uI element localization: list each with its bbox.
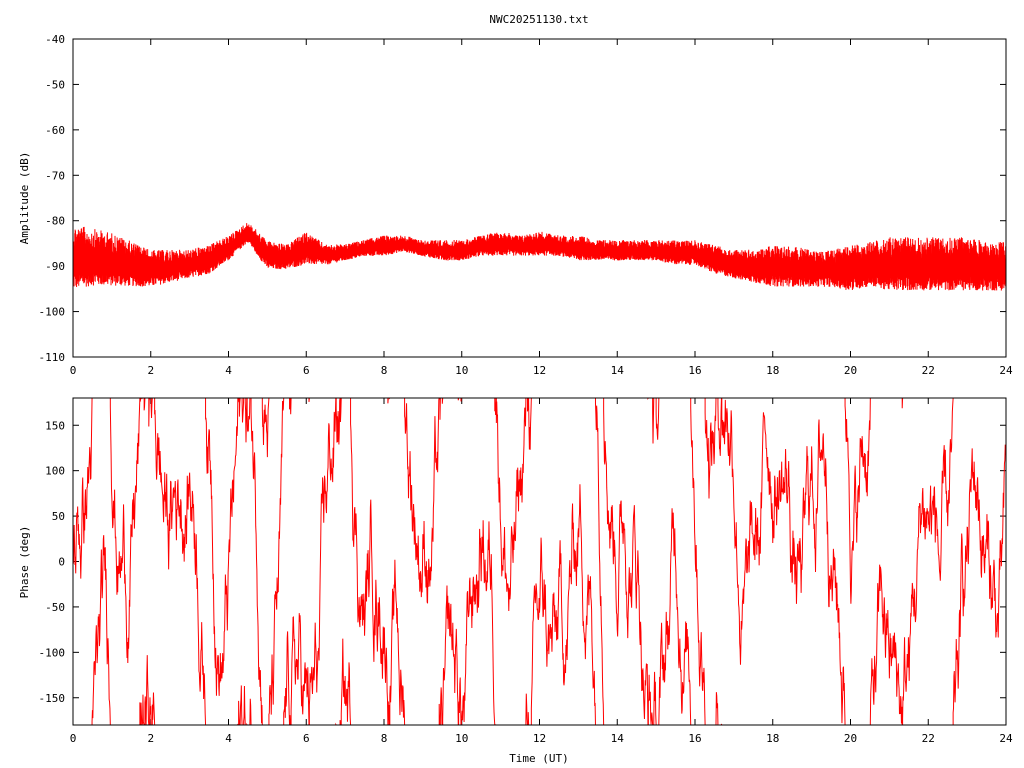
x-tick-label: 14 [611,364,625,377]
amplitude-y-axis-label: Amplitude (dB) [18,152,31,245]
x-tick-label: 18 [766,732,779,745]
y-tick-label: -90 [45,260,65,273]
x-tick-label: 10 [455,364,468,377]
y-tick-label: 150 [45,419,65,432]
y-tick-label: -40 [45,33,65,46]
x-tick-label: 8 [381,364,388,377]
x-tick-label: 8 [381,732,388,745]
phase-panel: 0 2 4 6 8 10 12 14 16 18 20 22 24150100500-50-100-15… [18,397,1013,765]
x-tick-label: 16 [688,732,701,745]
x-tick-label: 14 [611,732,625,745]
x-tick-label: 12 [533,364,546,377]
x-tick-label: 20 [844,364,857,377]
y-tick-label: -100 [39,306,66,319]
y-tick-label: 0 [58,556,65,569]
x-tick-label: 10 [455,732,468,745]
y-tick-label: 50 [52,510,65,523]
y-tick-label: -100 [39,646,66,659]
chart-title: NWC20251130.txt [489,13,588,26]
y-tick-label: 100 [45,465,65,478]
y-tick-label: -50 [45,78,65,91]
x-tick-label: 22 [922,732,935,745]
x-tick-label: 4 [225,732,232,745]
x-tick-label: 22 [922,364,935,377]
x-tick-label: 24 [999,364,1013,377]
phase-line [72,397,1007,726]
phase-y-axis-label: Phase (deg) [18,526,31,599]
x-tick-label: 6 [303,732,310,745]
x-tick-label: 2 [147,364,154,377]
y-tick-label: -50 [45,601,65,614]
amplitude-line [72,223,1007,291]
y-tick-label: -110 [39,351,66,364]
y-tick-label: -150 [39,692,66,705]
amplitude-ticks: 0 2 4 6 8 10 12 14 16 18 20 22 24-40-50-60-70-80-90-… [39,33,1013,377]
x-tick-label: 16 [688,364,701,377]
phase-series [72,397,1007,726]
x-axis-label: Time (UT) [509,752,569,765]
x-tick-label: 12 [533,732,546,745]
x-tick-label: 20 [844,732,857,745]
amplitude-series [72,223,1007,291]
amplitude-panel: 0 2 4 6 8 10 12 14 16 18 20 22 24-40-50-60-70-80-90-… [18,33,1013,377]
y-tick-label: -60 [45,124,65,137]
y-tick-label: -80 [45,215,65,228]
amplitude-plot-frame [72,38,1007,358]
x-tick-label: 18 [766,364,779,377]
phase-ticks: 0 2 4 6 8 10 12 14 16 18 20 22 24150100500-50-100-15… [39,398,1013,745]
x-tick-label: 4 [225,364,232,377]
x-tick-label: 6 [303,364,310,377]
x-tick-label: 0 [70,364,77,377]
x-tick-label: 0 [70,732,77,745]
y-tick-label: -70 [45,169,65,182]
phase-plot-frame [72,397,1007,726]
x-tick-label: 24 [999,732,1013,745]
x-tick-label: 2 [147,732,154,745]
